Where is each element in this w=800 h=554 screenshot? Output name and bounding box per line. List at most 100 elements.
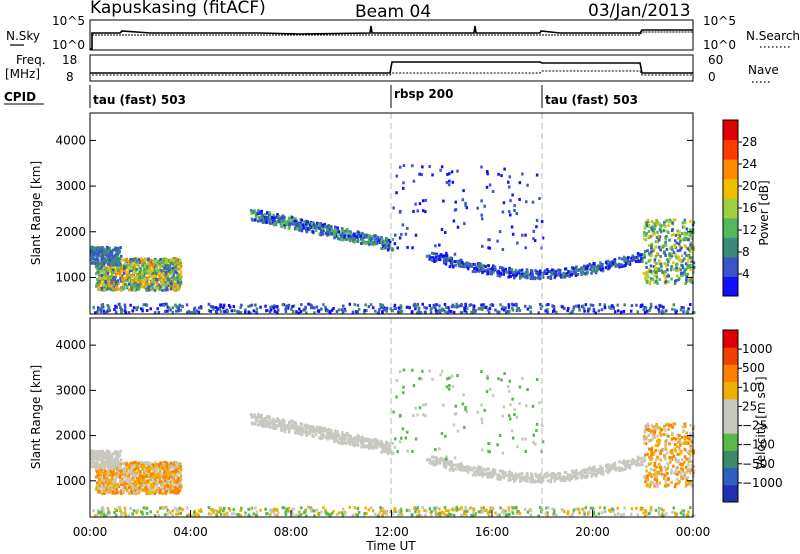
velocity-cell <box>164 460 167 464</box>
power-cell <box>482 306 485 310</box>
nave-tick-bottom: 0 <box>708 70 716 84</box>
power-cell <box>547 302 550 306</box>
power-cell <box>644 274 648 278</box>
power-cell <box>261 216 265 220</box>
power-cell <box>550 273 554 277</box>
power-cell <box>650 277 653 281</box>
power-cell <box>485 185 489 189</box>
power-cell <box>171 306 175 310</box>
velocity-cell <box>311 430 315 434</box>
power-cell <box>312 221 315 225</box>
velocity-cell <box>534 472 537 476</box>
power-cell <box>643 255 647 259</box>
power-cell <box>509 199 512 203</box>
power-cell <box>97 270 100 274</box>
power-cell <box>115 287 119 291</box>
power-cell <box>634 259 638 263</box>
power-cell <box>162 272 165 276</box>
power-cell <box>414 202 417 206</box>
power-cell <box>335 231 338 235</box>
power-cell <box>502 269 506 273</box>
power-cell <box>474 309 477 313</box>
power-cell <box>172 274 175 278</box>
power-frame <box>89 112 694 315</box>
power-cell <box>671 221 674 225</box>
power-cell <box>511 193 514 197</box>
power-cell <box>654 221 657 225</box>
velocity-cell <box>166 480 170 484</box>
power-cell <box>171 262 175 266</box>
velocity-cell <box>158 474 161 478</box>
velocity-cell <box>129 486 133 490</box>
velocity-cell <box>100 461 104 465</box>
power-cell <box>132 269 136 273</box>
power-cell <box>508 271 512 275</box>
power-cell <box>515 309 519 313</box>
power-cell <box>106 309 109 313</box>
power-cell <box>144 279 147 283</box>
power-cell <box>644 233 648 237</box>
power-cell <box>679 237 683 241</box>
power-cell <box>684 262 688 266</box>
power-cell <box>667 274 670 278</box>
power-cell <box>341 227 344 231</box>
power-cell <box>322 229 325 233</box>
velocity-cell <box>445 460 448 464</box>
power-cell <box>92 248 96 252</box>
power-cell <box>632 255 635 259</box>
power-cell <box>153 278 156 282</box>
power-cell <box>480 303 484 307</box>
power-cell <box>629 309 633 313</box>
power-cell <box>90 248 93 252</box>
power-cell <box>385 246 388 250</box>
velocity-cell <box>518 479 522 483</box>
velocity-cell <box>160 472 163 476</box>
power-cell <box>383 240 387 244</box>
velocity-cell <box>262 423 265 427</box>
power-cell <box>664 276 667 280</box>
velocity-cell <box>160 480 163 484</box>
power-cell <box>149 260 152 264</box>
velocity-cell <box>134 482 138 486</box>
velocity-cell <box>163 489 167 493</box>
velocity-cell <box>583 468 587 472</box>
velocity-cell <box>142 473 146 477</box>
power-cell <box>637 259 641 263</box>
power-cell <box>367 239 370 243</box>
power-cell <box>272 216 276 220</box>
power-cell <box>444 230 447 234</box>
velocity-cell <box>531 475 534 479</box>
velocity-cell <box>111 474 114 478</box>
power-cell <box>551 304 554 308</box>
power-cell <box>450 263 453 267</box>
power-cell <box>646 224 649 228</box>
velocity-cell <box>158 465 161 469</box>
power-cell <box>690 236 694 240</box>
power-cell <box>433 258 437 262</box>
velocity-cell <box>179 462 182 466</box>
power-cell <box>598 264 602 268</box>
power-cell <box>145 267 149 271</box>
power-cell <box>104 276 107 280</box>
power-cell <box>155 278 158 282</box>
power-cell <box>286 221 290 225</box>
power-cell <box>169 280 173 284</box>
power-cell <box>642 256 645 260</box>
power-cell <box>443 260 446 264</box>
velocity-cell <box>320 433 324 437</box>
power-cell <box>673 308 677 312</box>
power-cell <box>304 311 308 315</box>
velocity-cell <box>99 458 102 462</box>
velocity-cell <box>535 475 539 479</box>
power-cell <box>657 245 661 249</box>
power-cell <box>97 247 100 251</box>
power-cell <box>170 287 173 291</box>
velocity-cell <box>137 461 141 465</box>
power-cell <box>352 232 356 236</box>
power-cell <box>569 311 572 315</box>
power-cell <box>293 219 296 223</box>
power-cell <box>653 232 657 236</box>
power-cell <box>255 215 258 219</box>
power-cell <box>255 212 259 216</box>
power-cell <box>167 260 170 264</box>
